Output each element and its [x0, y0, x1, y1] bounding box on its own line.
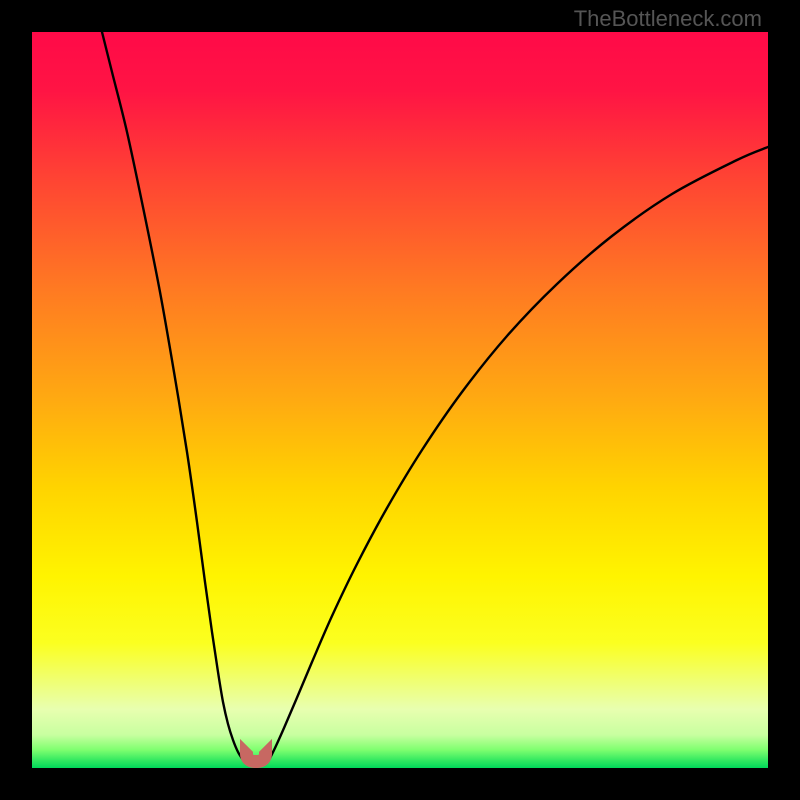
right-curve [269, 147, 768, 760]
watermark-text: TheBottleneck.com [574, 6, 762, 32]
dip-marker [240, 739, 272, 768]
bottleneck-chart: TheBottleneck.com [0, 0, 800, 800]
plot-area [32, 32, 768, 768]
bottleneck-curves [32, 32, 768, 768]
left-curve [102, 32, 243, 760]
